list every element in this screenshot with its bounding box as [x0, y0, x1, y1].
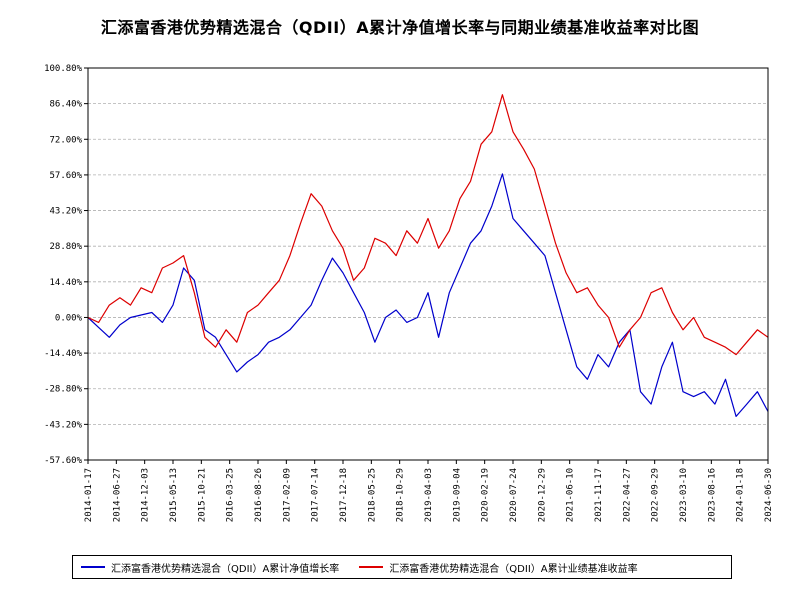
x-tick-label: 2017-02-09 — [282, 468, 292, 522]
x-tick-label: 2020-07-24 — [509, 468, 519, 522]
y-axis-ticks: 100.80% 86.40% 72.00% 57.60% 43.20% 28.80% 14.… — [44, 64, 88, 466]
y-tick-label: 86.40% — [49, 100, 82, 110]
x-tick-label: 2024-01-18 — [736, 468, 746, 522]
x-tick-label: 2014-12-03 — [141, 468, 151, 522]
x-tick-label: 2020-12-29 — [537, 468, 547, 522]
x-tick-label: 2017-07-14 — [311, 468, 321, 522]
x-tick-label: 2021-11-17 — [594, 468, 604, 522]
chart-title: 汇添富香港优势精选混合（QDII）A累计净值增长率与同期业绩基准收益率对比图 — [100, 18, 700, 37]
x-tick-label: 2014-01-17 — [84, 468, 94, 522]
y-tick-label: 57.60% — [49, 171, 82, 181]
x-tick-label: 2017-12-18 — [339, 468, 349, 522]
legend-item-nav: 汇添富香港优势精选混合（QDII）A累计净值增长率 — [81, 560, 339, 575]
y-tick-label: 28.80% — [49, 242, 82, 252]
y-tick-label: -43.20% — [44, 420, 83, 430]
legend: 汇添富香港优势精选混合（QDII）A累计净值增长率 汇添富香港优势精选混合（QD… — [72, 555, 732, 579]
x-tick-label: 2023-03-10 — [679, 468, 689, 522]
series-lines — [87, 94, 769, 417]
y-tick-label: 14.40% — [49, 278, 82, 288]
y-tick-label: -14.40% — [44, 349, 83, 359]
x-tick-label: 2021-06-10 — [566, 468, 576, 522]
legend-label-nav: 汇添富香港优势精选混合（QDII）A累计净值增长率 — [111, 563, 340, 575]
x-tick-label: 2022-04-27 — [622, 468, 632, 522]
y-tick-label: -57.60% — [44, 456, 83, 466]
legend-swatch-nav — [81, 566, 105, 568]
x-tick-label: 2018-05-25 — [367, 468, 377, 522]
x-tick-label: 2018-10-29 — [396, 468, 406, 522]
x-tick-label: 2016-08-26 — [254, 468, 264, 522]
x-axis-ticks: 2014-01-17 2014-06-27 2014-12-03 2015-05-13… — [84, 460, 774, 522]
x-tick-label: 2024-06-30 — [764, 468, 774, 522]
x-tick-label: 2015-10-21 — [197, 468, 207, 522]
legend-swatch-benchmark — [359, 566, 384, 568]
x-tick-label: 2022-09-29 — [651, 468, 661, 522]
x-tick-label: 2020-02-19 — [481, 468, 491, 522]
legend-label-benchmark: 汇添富香港优势精选混合（QDII）A累计业绩基准收益率 — [389, 563, 638, 575]
x-tick-label: 2014-06-27 — [112, 468, 122, 522]
x-tick-label: 2015-05-13 — [169, 468, 179, 522]
x-tick-label: 2019-04-03 — [424, 468, 434, 522]
y-tick-label: 100.80% — [44, 64, 83, 74]
gridlines — [88, 67, 768, 461]
x-tick-label: 2023-08-16 — [707, 468, 717, 522]
y-tick-label: 0.00% — [55, 313, 83, 323]
y-tick-label: 72.00% — [49, 135, 82, 145]
y-tick-label: -28.80% — [44, 385, 83, 395]
x-tick-label: 2016-03-25 — [226, 468, 236, 522]
plot-border — [87, 67, 769, 461]
series-line-benchmark — [87, 94, 769, 356]
series-line-nav — [87, 173, 769, 417]
legend-item-benchmark: 汇添富香港优势精选混合（QDII）A累计业绩基准收益率 — [359, 560, 638, 575]
y-tick-label: 43.20% — [49, 207, 82, 217]
x-tick-label: 2019-09-04 — [452, 468, 462, 522]
